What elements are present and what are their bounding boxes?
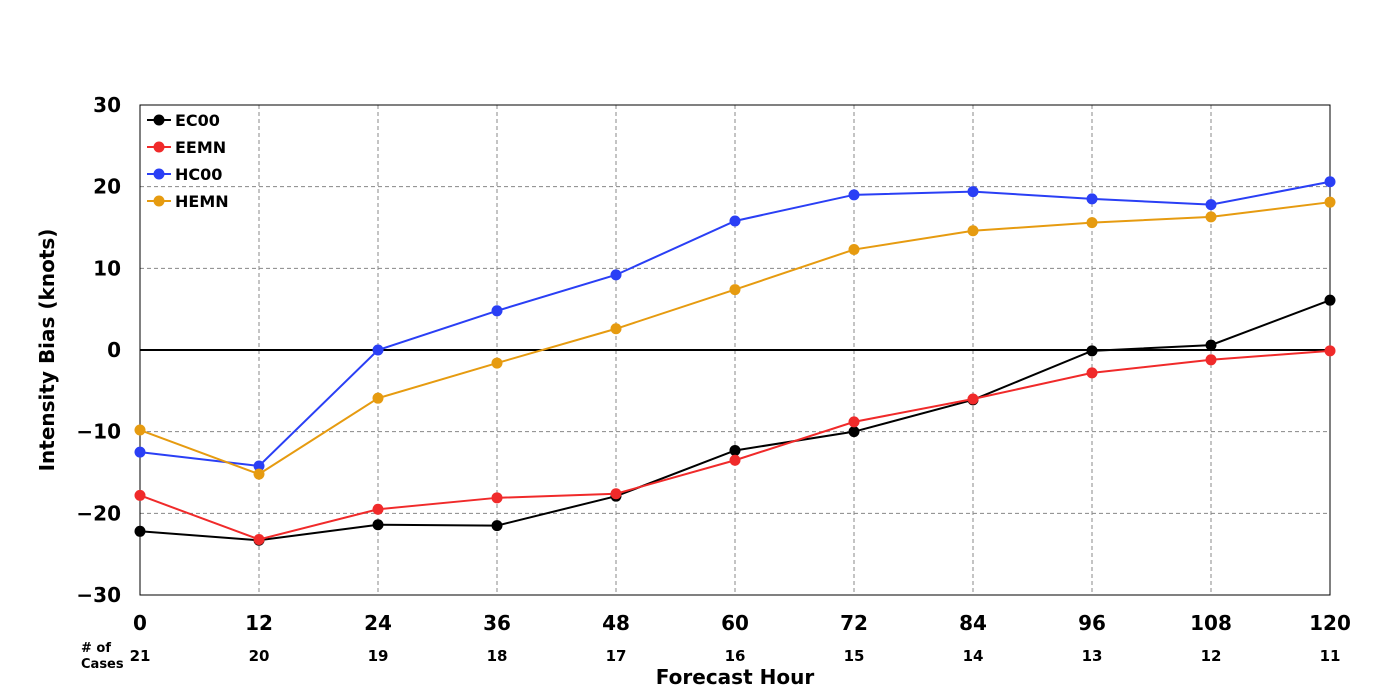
case-count: 15 <box>844 647 865 665</box>
legend-label: EC00 <box>175 111 220 130</box>
data-point-hc00 <box>1086 193 1098 205</box>
data-point-hc00 <box>848 189 860 201</box>
data-point-eemn <box>610 488 622 500</box>
data-point-ec00 <box>1324 294 1336 306</box>
data-point-hc00 <box>729 215 741 227</box>
data-point-eemn <box>1324 345 1336 357</box>
data-point-eemn <box>967 393 979 405</box>
data-point-hc00 <box>491 305 503 317</box>
y-tick-label: 10 <box>93 256 121 280</box>
data-point-eemn <box>134 489 146 501</box>
x-tick-label: 0 <box>133 611 147 635</box>
data-point-hc00 <box>1324 176 1336 188</box>
legend-entry-ec00: EC00 <box>147 111 220 130</box>
data-point-eemn <box>253 533 265 545</box>
x-tick-label: 48 <box>602 611 630 635</box>
series-eemn <box>134 345 1336 545</box>
data-point-eemn <box>1205 354 1217 366</box>
series-hc00 <box>134 176 1336 472</box>
data-point-hemn <box>729 284 741 296</box>
cases-label-line: # of <box>81 641 111 656</box>
x-tick-label: 120 <box>1309 611 1351 635</box>
legend: EC00 EEMN HC00 HEMN <box>147 111 229 211</box>
case-count: 19 <box>368 647 389 665</box>
data-point-hemn <box>1086 217 1098 229</box>
case-count: 18 <box>487 647 508 665</box>
data-point-hc00 <box>253 460 265 472</box>
legend-marker <box>153 141 165 153</box>
x-tick-label: 60 <box>721 611 749 635</box>
y-tick-label: 20 <box>93 175 121 199</box>
data-point-ec00 <box>491 520 503 532</box>
x-tick-label: 72 <box>840 611 868 635</box>
data-point-ec00 <box>372 519 384 531</box>
x-tick-label: 96 <box>1078 611 1106 635</box>
legend-entry-hemn: HEMN <box>147 192 229 211</box>
x-tick-label: 108 <box>1190 611 1232 635</box>
data-point-hc00 <box>372 344 384 356</box>
data-point-eemn <box>729 454 741 466</box>
legend-marker <box>153 195 165 207</box>
data-point-ec00 <box>848 426 860 438</box>
data-point-hc00 <box>967 186 979 198</box>
y-tick-label: −20 <box>76 501 121 525</box>
legend-entry-hc00: HC00 <box>147 165 222 184</box>
case-counts: 21 20 19 18 17 16 15 14 13 12 11 <box>130 647 1341 665</box>
y-axis-label: Intensity Bias (knots) <box>35 229 59 472</box>
data-point-hemn <box>1205 211 1217 223</box>
data-point-eemn <box>491 492 503 504</box>
y-tick-labels: −30 −20 −10 0 10 20 30 <box>76 93 121 607</box>
y-tick-label: 30 <box>93 93 121 117</box>
data-point-eemn <box>848 416 860 428</box>
series-hemn <box>134 196 1336 480</box>
data-point-hemn <box>491 357 503 369</box>
data-point-hemn <box>610 323 622 335</box>
data-point-ec00 <box>1086 345 1098 357</box>
data-point-hemn <box>372 392 384 404</box>
data-point-eemn <box>372 503 384 515</box>
legend-label: HC00 <box>175 165 222 184</box>
data-point-hemn <box>1324 196 1336 208</box>
legend-label: HEMN <box>175 192 229 211</box>
case-count: 21 <box>130 647 151 665</box>
x-tick-label: 36 <box>483 611 511 635</box>
data-point-hemn <box>848 244 860 256</box>
x-axis-label: Forecast Hour <box>656 665 815 689</box>
x-tick-label: 24 <box>364 611 392 635</box>
data-point-hemn <box>967 225 979 237</box>
x-tick-label: 84 <box>959 611 987 635</box>
data-point-ec00 <box>729 444 741 456</box>
legend-label: EEMN <box>175 138 226 157</box>
case-count: 12 <box>1201 647 1222 665</box>
legend-entry-eemn: EEMN <box>147 138 226 157</box>
case-count: 17 <box>606 647 627 665</box>
case-count: 11 <box>1320 647 1341 665</box>
case-count: 20 <box>249 647 270 665</box>
data-point-hemn <box>253 468 265 480</box>
data-point-hemn <box>134 424 146 436</box>
case-count: 13 <box>1082 647 1103 665</box>
case-count: 16 <box>725 647 746 665</box>
series-group <box>134 176 1336 546</box>
case-count: 14 <box>963 647 984 665</box>
y-tick-label: −30 <box>76 583 121 607</box>
legend-marker <box>153 168 165 180</box>
data-point-ec00 <box>1205 339 1217 351</box>
cases-label: # of Cases <box>81 641 124 672</box>
y-tick-label: 0 <box>107 338 121 362</box>
data-point-eemn <box>1086 367 1098 379</box>
cases-label-line: Cases <box>81 657 124 672</box>
data-point-hc00 <box>1205 199 1217 211</box>
x-tick-label: 12 <box>245 611 273 635</box>
data-point-ec00 <box>134 525 146 537</box>
data-point-hc00 <box>610 269 622 281</box>
x-tick-labels: 0 12 24 36 48 60 72 84 96 108 120 <box>133 611 1351 635</box>
y-tick-label: −10 <box>76 420 121 444</box>
data-point-hc00 <box>134 446 146 458</box>
legend-marker <box>153 114 165 126</box>
